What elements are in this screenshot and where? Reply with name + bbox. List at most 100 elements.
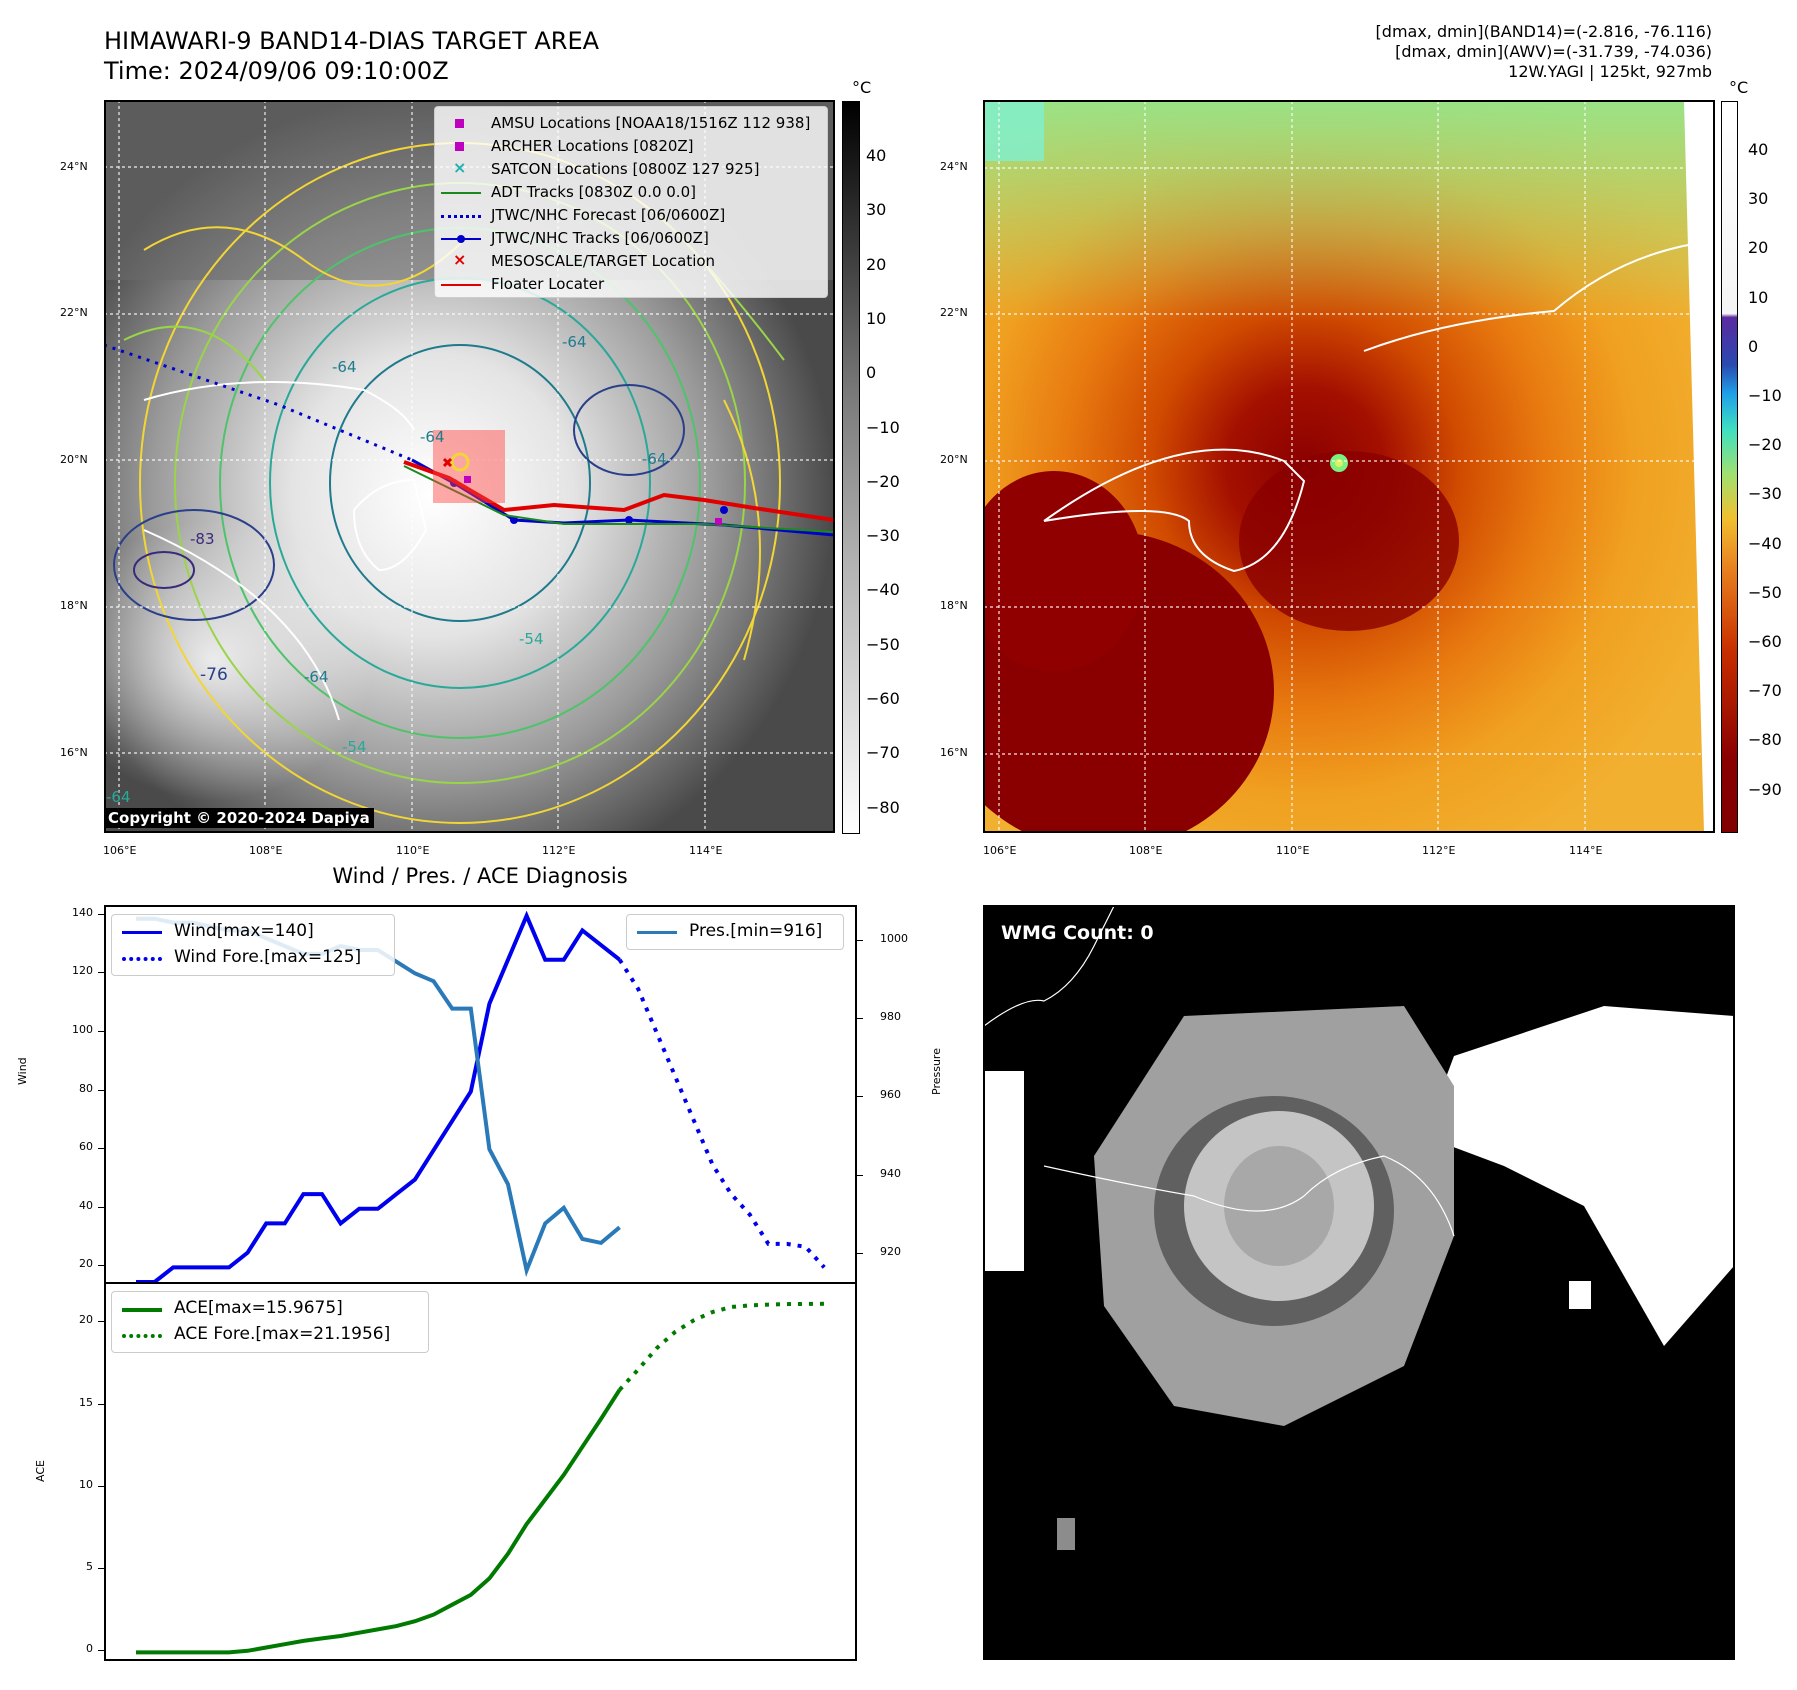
lon-tick-label: 114°E — [689, 844, 723, 857]
wind-tick-mark — [98, 1030, 104, 1032]
lat-tick-label: 24°N — [940, 160, 968, 173]
colorbar-tick-label: 20 — [1748, 238, 1769, 258]
copyright-label: Copyright © 2020-2024 Dapiya — [104, 808, 374, 828]
ace-tick-label: 20 — [79, 1313, 93, 1327]
legend-x-marker: × — [453, 250, 467, 269]
ir-map-frame — [104, 100, 835, 833]
legend-line-wind — [122, 931, 162, 934]
wmg-count-label: WMG Count: 0 — [1001, 922, 1154, 944]
lat-tick-label: 18°N — [60, 599, 88, 612]
pressure-tick-label: 1000 — [880, 932, 908, 946]
lat-tick-label: 16°N — [60, 746, 88, 759]
ace-tick-mark — [98, 1321, 104, 1323]
lat-tick-label: 22°N — [60, 306, 88, 319]
series-line-1 — [617, 958, 826, 1269]
lat-tick-label: 24°N — [60, 160, 88, 173]
colorbar-tick-label: −30 — [866, 526, 900, 546]
wind-tick-mark — [98, 1206, 104, 1208]
colorbar-tick-label: −70 — [1748, 681, 1782, 701]
chart-time: Time: 2024/09/06 09:10:00Z — [104, 57, 449, 85]
colorbar-tick-label: −80 — [1748, 730, 1782, 750]
legend-line-wind-forecast — [122, 957, 162, 961]
colorbar-tick-label: −10 — [1748, 386, 1782, 405]
legend-label: Floater Locater — [491, 275, 605, 293]
legend-line — [441, 284, 481, 286]
pressure-tick-mark — [857, 1018, 863, 1020]
colorbar-tick-label: −60 — [1748, 632, 1782, 651]
colorbar-tick-label: −20 — [866, 471, 900, 491]
colorbar-tick-label: −30 — [1748, 484, 1782, 504]
lon-tick-label: 110°E — [396, 844, 430, 857]
legend-line-pressure — [637, 931, 677, 934]
awv-colorbar-unit: °C — [1729, 78, 1749, 97]
lat-tick-label: 22°N — [940, 306, 968, 319]
wind-tick-label: 100 — [72, 1022, 93, 1036]
chart-title: HIMAWARI-9 BAND14-DIAS TARGET AREA — [104, 27, 600, 55]
pressure-axis-label: Pressure — [930, 1048, 943, 1095]
colorbar-tick-label: 20 — [866, 254, 887, 274]
legend-label: JTWC/NHC Forecast [06/0600Z] — [491, 206, 726, 224]
contour-label: -64 — [642, 450, 667, 468]
wind-tick-mark — [98, 972, 104, 974]
lon-tick-label: 114°E — [1569, 844, 1603, 857]
ace-axis-label: ACE — [34, 1460, 47, 1482]
colorbar-tick-label: 10 — [866, 308, 887, 328]
colorbar-tick-label: −70 — [866, 743, 900, 763]
wmg-panel-frame — [983, 905, 1735, 1660]
colorbar-tick-label: 30 — [866, 200, 887, 220]
lon-tick-label: 112°E — [1422, 844, 1456, 857]
awv-map-frame — [983, 100, 1715, 833]
wind-axis-label: Wind — [16, 1057, 29, 1085]
legend-line-ace-forecast — [122, 1334, 162, 1338]
contour-label: -64 — [420, 428, 445, 446]
ir-colorbar-unit: °C — [852, 78, 872, 97]
info-line-2: [dmax, dmin](AWV)=(-31.739, -74.036) — [1395, 42, 1712, 61]
colorbar-tick-label: −60 — [866, 689, 900, 708]
info-line-3: 12W.YAGI | 125kt, 927mb — [1508, 62, 1712, 81]
lat-tick-label: 20°N — [940, 453, 968, 466]
colorbar-tick-label: −40 — [1748, 533, 1782, 553]
legend-label: JTWC/NHC Tracks [06/0600Z] — [491, 229, 709, 247]
colorbar-tick-label: 40 — [1748, 140, 1769, 159]
legend-square-marker — [455, 119, 464, 128]
legend-item: JTWC/NHC Forecast [06/0600Z] — [435, 205, 827, 227]
pressure-tick-label: 980 — [880, 1010, 901, 1024]
legend-box: AMSU Locations [NOAA18/1516Z 112 938] ARC… — [434, 106, 828, 298]
ace-tick-label: 10 — [79, 1477, 93, 1491]
legend-line-ace — [122, 1308, 162, 1312]
lon-tick-label: 108°E — [1129, 844, 1163, 857]
legend-label: ARCHER Locations [0820Z] — [491, 137, 694, 155]
colorbar-tick-label: −50 — [1748, 582, 1782, 602]
legend-item: AMSU Locations [NOAA18/1516Z 112 938] — [435, 113, 827, 135]
diagnosis-title: Wind / Pres. / ACE Diagnosis — [332, 864, 628, 888]
wind-tick-label: 60 — [79, 1140, 93, 1154]
pressure-tick-label: 940 — [880, 1166, 901, 1180]
legend-item: JTWC/NHC Tracks [06/0600Z] — [435, 228, 827, 250]
legend-item: Floater Locater — [435, 274, 827, 296]
legend-label: MESOSCALE/TARGET Location — [491, 252, 716, 270]
legend-dot-marker — [457, 235, 465, 243]
ir-colorbar — [842, 101, 860, 834]
pressure-tick-mark — [857, 1252, 863, 1254]
lat-tick-label: 18°N — [940, 599, 968, 612]
legend-label-wind-forecast: Wind Fore.[max=125] — [174, 947, 362, 967]
legend-line — [441, 192, 481, 194]
legend-label: SATCON Locations [0800Z 127 925] — [491, 160, 760, 178]
pressure-tick-label: 920 — [880, 1244, 901, 1258]
wind-legend: Wind[max=140] Wind Fore.[max=125] — [111, 914, 395, 976]
wmg-panel: WMG Count: 0 — [984, 906, 1734, 1659]
legend-item: × SATCON Locations [0800Z 127 925] — [435, 158, 827, 181]
legend-label: ADT Tracks [0830Z 0.0 0.0] — [491, 183, 696, 201]
legend-item: ADT Tracks [0830Z 0.0 0.0] — [435, 182, 827, 204]
contour-label: -64 — [562, 333, 587, 351]
ace-tick-label: 15 — [79, 1395, 93, 1409]
contour-label: -64 — [304, 668, 329, 686]
wind-tick-label: 20 — [79, 1257, 93, 1271]
ace-tick-mark — [98, 1650, 104, 1652]
wind-tick-label: 80 — [79, 1081, 93, 1095]
ace-tick-mark — [98, 1568, 104, 1570]
ace-legend: ACE[max=15.9675] ACE Fore.[max=21.1956] — [111, 1291, 429, 1353]
colorbar-tick-label: 10 — [1748, 287, 1769, 307]
wind-tick-label: 120 — [72, 964, 93, 978]
lon-tick-label: 110°E — [1276, 844, 1310, 857]
